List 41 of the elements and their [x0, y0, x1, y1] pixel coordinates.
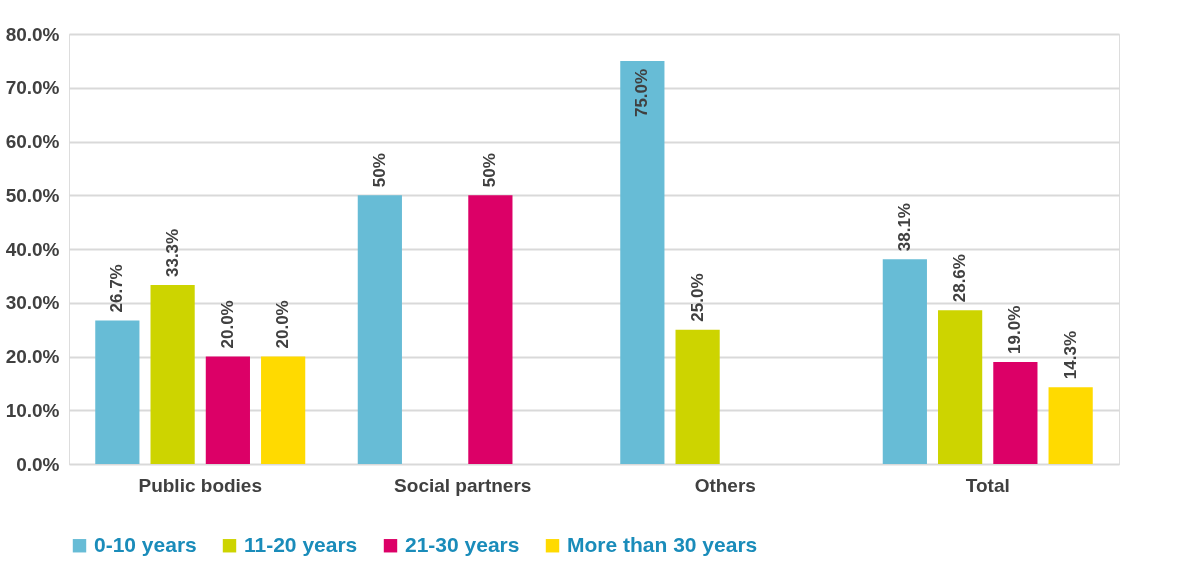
data-label: 50%	[369, 153, 389, 188]
legend-label: More than 30 years	[567, 532, 758, 556]
data-label: 33.3%	[162, 228, 182, 278]
data-label: 20.0%	[217, 300, 237, 349]
bar	[882, 259, 927, 464]
x-tick-label: Public bodies	[138, 474, 263, 496]
y-tick-label: 70.0%	[5, 77, 60, 99]
bar	[938, 310, 983, 464]
legend-label: 11-20 years	[244, 532, 358, 556]
y-tick-label: 60.0%	[5, 131, 60, 152]
x-tick-label: Social partners	[394, 474, 532, 496]
y-tick-label: 80.0%	[5, 23, 60, 45]
data-label: 38.1%	[894, 203, 914, 252]
legend-label: 21-30 years	[405, 532, 520, 556]
data-label: 75.0%	[632, 68, 652, 118]
data-label: 20.0%	[273, 300, 293, 349]
y-tick-label: 50.0%	[5, 184, 60, 206]
y-tick-label: 10.0%	[5, 399, 60, 421]
y-tick-label: 0.0%	[16, 453, 60, 475]
x-tick-label: Others	[694, 474, 756, 496]
y-tick-label: 40.0%	[5, 238, 60, 260]
bar	[993, 361, 1038, 464]
bar	[357, 195, 402, 464]
x-tick-label: Total	[965, 474, 1010, 496]
data-label: 50%	[480, 153, 500, 188]
y-tick-label: 20.0%	[5, 346, 60, 367]
bar	[261, 356, 306, 464]
bar	[675, 329, 720, 464]
data-label: 19.0%	[1005, 305, 1025, 354]
bar	[620, 60, 665, 464]
data-label: 26.7%	[107, 264, 127, 313]
data-label: 14.3%	[1060, 330, 1080, 380]
bar	[205, 356, 250, 464]
y-tick-label: 30.0%	[5, 292, 60, 314]
data-label: 25.0%	[687, 273, 707, 322]
bar	[1048, 387, 1093, 464]
bar	[95, 320, 140, 464]
bar	[150, 285, 195, 464]
bar	[468, 195, 513, 464]
legend-label: 0-10 years	[94, 532, 197, 556]
data-label: 28.6%	[950, 254, 970, 303]
